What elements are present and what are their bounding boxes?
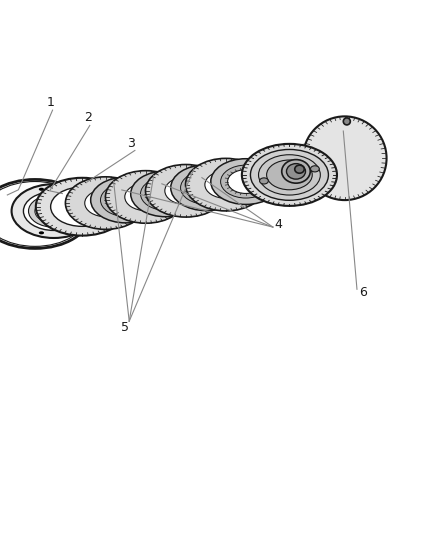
Ellipse shape [64, 231, 69, 235]
Ellipse shape [282, 159, 310, 183]
Ellipse shape [91, 177, 161, 223]
Ellipse shape [311, 166, 319, 172]
Ellipse shape [186, 158, 266, 211]
Ellipse shape [36, 178, 128, 236]
Ellipse shape [205, 171, 247, 198]
Ellipse shape [187, 176, 224, 200]
Ellipse shape [228, 169, 264, 193]
Ellipse shape [145, 165, 226, 217]
Text: 4: 4 [274, 219, 282, 231]
Ellipse shape [267, 160, 312, 190]
Ellipse shape [180, 171, 231, 204]
Ellipse shape [100, 183, 151, 216]
Ellipse shape [106, 171, 186, 223]
Ellipse shape [242, 144, 337, 206]
Ellipse shape [65, 177, 146, 229]
Ellipse shape [28, 195, 79, 227]
Ellipse shape [64, 188, 69, 191]
Text: 1: 1 [46, 96, 54, 109]
Ellipse shape [107, 188, 144, 212]
Polygon shape [290, 131, 345, 202]
Ellipse shape [125, 183, 167, 211]
Ellipse shape [171, 165, 241, 211]
Ellipse shape [35, 199, 73, 223]
Ellipse shape [343, 118, 350, 125]
Ellipse shape [11, 184, 96, 238]
Ellipse shape [295, 165, 304, 173]
Ellipse shape [251, 149, 328, 200]
Ellipse shape [131, 171, 201, 217]
Ellipse shape [260, 178, 268, 184]
Text: 3: 3 [127, 138, 135, 150]
Ellipse shape [23, 192, 85, 230]
Ellipse shape [221, 165, 271, 198]
Ellipse shape [165, 177, 207, 205]
Ellipse shape [39, 231, 44, 235]
Ellipse shape [303, 116, 387, 200]
Text: 2: 2 [84, 111, 92, 124]
Text: 6: 6 [360, 286, 367, 300]
Ellipse shape [141, 177, 191, 211]
Ellipse shape [258, 155, 320, 195]
Ellipse shape [85, 189, 127, 217]
Ellipse shape [211, 159, 281, 205]
Ellipse shape [286, 164, 305, 179]
Ellipse shape [51, 187, 113, 227]
Text: 5: 5 [121, 321, 129, 334]
Ellipse shape [148, 182, 184, 206]
Ellipse shape [39, 188, 44, 191]
Ellipse shape [0, 180, 90, 248]
